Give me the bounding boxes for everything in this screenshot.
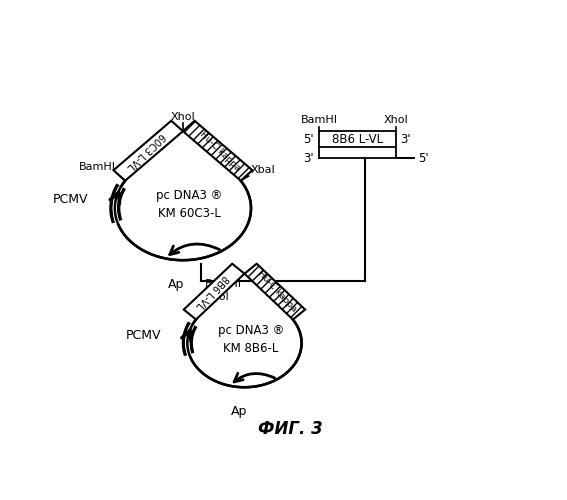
Text: pc DNA3 ®
KM 60C3-L: pc DNA3 ® KM 60C3-L [156,189,223,220]
Text: PCMV: PCMV [53,192,88,205]
Polygon shape [184,264,244,320]
Text: Ap: Ap [168,278,184,290]
Text: 3': 3' [400,133,411,146]
Text: Ap: Ap [231,404,247,417]
Text: 5': 5' [303,133,314,146]
Text: XbaI: XbaI [251,165,275,175]
Text: Hu-C kappa: Hu-C kappa [256,270,298,314]
Text: 8B6 L-VL: 8B6 L-VL [194,272,230,310]
Text: XhoI: XhoI [384,116,408,126]
Text: pc DNA3 ®
KM 8B6-L: pc DNA3 ® KM 8B6-L [218,324,284,354]
Text: 5': 5' [418,152,429,164]
Text: 60C3 L-VL: 60C3 L-VL [125,130,167,172]
Text: 8B6 L-VL: 8B6 L-VL [332,133,383,146]
Text: Hu-C kappa: Hu-C kappa [198,129,242,172]
Text: BamHI: BamHI [78,162,116,172]
Polygon shape [183,121,252,180]
Bar [319,131,396,148]
Text: PCMV: PCMV [125,329,161,342]
Text: 3': 3' [303,152,314,164]
Polygon shape [113,121,183,180]
Text: BamHI
XhoI: BamHI XhoI [205,280,242,302]
Polygon shape [244,264,305,320]
Text: XhoI: XhoI [171,112,195,122]
Text: BamHI: BamHI [301,116,338,126]
Text: ФИГ. 3: ФИГ. 3 [258,420,323,438]
